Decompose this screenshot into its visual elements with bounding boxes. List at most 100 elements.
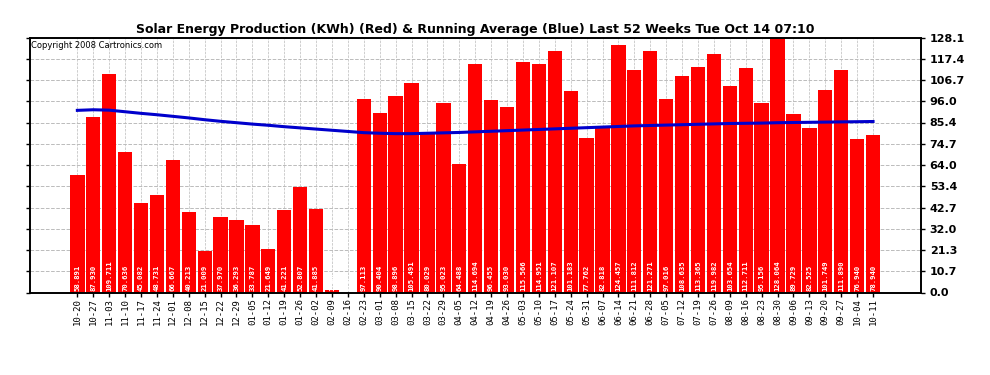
Text: 37.970: 37.970 [218,264,224,291]
Text: 80.029: 80.029 [425,264,431,291]
Bar [866,135,880,292]
Bar [563,91,578,292]
Text: 1.413: 1.413 [329,268,335,291]
Text: 111.890: 111.890 [839,260,844,291]
Text: 36.293: 36.293 [234,264,240,291]
Text: 112.711: 112.711 [742,260,748,291]
Text: 119.982: 119.982 [711,260,717,291]
Text: 101.183: 101.183 [567,260,573,291]
Bar [149,195,164,292]
Bar [516,63,530,292]
Text: 41.885: 41.885 [313,264,319,291]
Text: 98.896: 98.896 [393,264,399,291]
Text: 64.488: 64.488 [456,264,462,291]
Text: 33.787: 33.787 [249,264,255,291]
Text: 113.365: 113.365 [695,260,701,291]
Text: 93.030: 93.030 [504,264,510,291]
Text: Copyright 2008 Cartronics.com: Copyright 2008 Cartronics.com [32,41,162,50]
Bar [547,51,562,292]
Text: 58.891: 58.891 [74,264,80,291]
Text: 77.762: 77.762 [583,264,590,291]
Text: 121.107: 121.107 [551,260,557,291]
Bar [818,90,833,292]
Text: 21.649: 21.649 [265,264,271,291]
Text: 111.812: 111.812 [632,260,638,291]
Bar [595,128,610,292]
Bar [691,67,705,292]
Bar [532,64,546,292]
Bar [834,70,848,292]
Bar [356,99,371,292]
Text: 90.404: 90.404 [377,264,383,291]
Text: 101.749: 101.749 [823,260,829,291]
Text: 105.491: 105.491 [409,260,415,291]
Bar [754,103,769,292]
Text: 95.023: 95.023 [441,264,446,291]
Bar [309,209,323,292]
Bar [802,128,817,292]
Bar [707,54,721,292]
Text: 45.082: 45.082 [138,264,144,291]
Text: 114.951: 114.951 [536,260,542,291]
Text: 124.457: 124.457 [616,260,622,291]
Bar [293,188,307,292]
Text: 82.525: 82.525 [807,264,813,291]
Bar [165,160,180,292]
Text: 108.635: 108.635 [679,260,685,291]
Bar [659,99,673,292]
Bar [277,210,291,292]
Bar [214,217,228,292]
Bar [770,38,785,292]
Text: 87.930: 87.930 [90,264,96,291]
Title: Solar Energy Production (KWh) (Red) & Running Average (Blue) Last 52 Weeks Tue O: Solar Energy Production (KWh) (Red) & Ru… [136,23,815,36]
Text: 48.731: 48.731 [153,264,160,291]
Bar [452,164,466,292]
Bar [723,86,737,292]
Bar [372,112,387,292]
Text: 82.818: 82.818 [600,264,606,291]
Bar [786,114,801,292]
Bar [102,74,117,292]
Bar [325,290,340,292]
Text: 52.807: 52.807 [297,264,303,291]
Bar [388,96,403,292]
Bar [118,152,133,292]
Bar [437,104,450,292]
Bar [644,51,657,292]
Bar [468,64,482,292]
Text: 76.940: 76.940 [854,264,860,291]
Text: 70.636: 70.636 [122,264,128,291]
Text: 78.940: 78.940 [870,264,876,291]
Bar [261,249,275,292]
Text: 0.0: 0.0 [345,278,350,291]
Text: 66.667: 66.667 [170,264,176,291]
Bar [246,225,259,292]
Bar [181,213,196,292]
Bar [611,45,626,292]
Text: 103.654: 103.654 [727,260,733,291]
Bar [484,100,498,292]
Text: 40.213: 40.213 [186,264,192,291]
Bar [579,138,594,292]
Bar [500,107,514,292]
Bar [850,140,864,292]
Text: 89.729: 89.729 [790,264,797,291]
Text: 121.271: 121.271 [647,260,653,291]
Text: 21.009: 21.009 [202,264,208,291]
Text: 128.064: 128.064 [774,260,780,291]
Text: 95.156: 95.156 [758,264,764,291]
Text: 109.711: 109.711 [106,260,112,291]
Bar [134,203,148,292]
Bar [628,70,642,292]
Text: 115.566: 115.566 [520,260,526,291]
Bar [404,82,419,292]
Bar [86,117,100,292]
Text: 97.016: 97.016 [663,264,669,291]
Bar [230,220,244,292]
Bar [421,133,435,292]
Bar [70,175,84,292]
Text: 96.455: 96.455 [488,264,494,291]
Bar [675,76,689,292]
Bar [198,251,212,292]
Bar [739,68,752,292]
